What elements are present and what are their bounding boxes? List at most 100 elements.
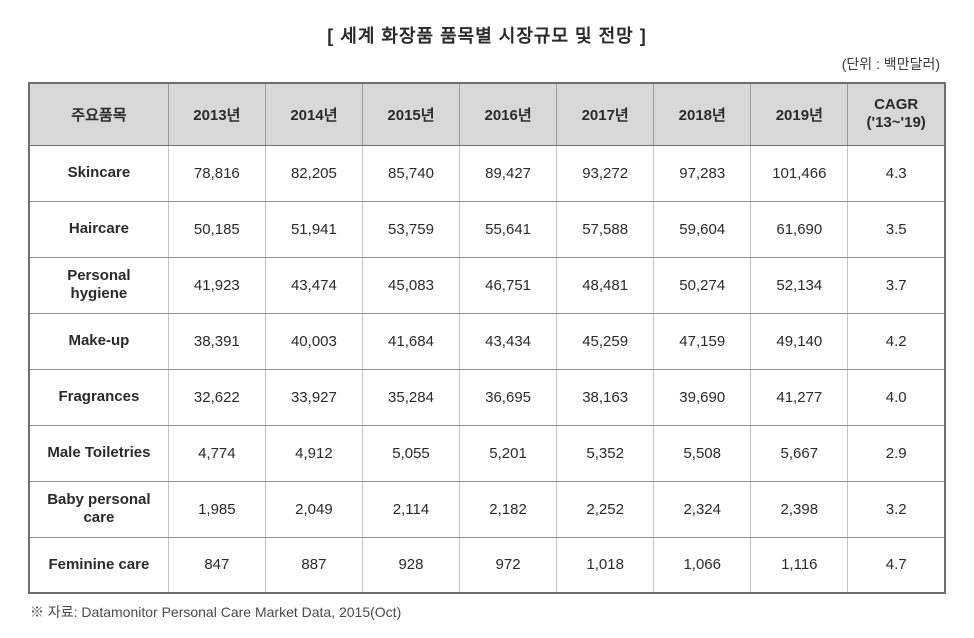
row-label-cell: Skincare xyxy=(29,145,168,201)
row-label-cell: Baby personalcare xyxy=(29,481,168,537)
data-cell: 5,508 xyxy=(654,425,751,481)
col-item: 주요품목 xyxy=(29,83,168,145)
table-row: Haircare50,18551,94153,75955,64157,58859… xyxy=(29,201,945,257)
cell-value: 4,912 xyxy=(295,445,333,462)
data-cell: 33,927 xyxy=(265,369,362,425)
col-2015-label: 2015년 xyxy=(387,107,434,124)
cell-value: 43,434 xyxy=(485,333,531,350)
data-cell: 97,283 xyxy=(654,145,751,201)
col-2013-label: 2013년 xyxy=(193,107,240,124)
data-cell: 41,277 xyxy=(751,369,848,425)
cell-value: 55,641 xyxy=(485,221,531,238)
cell-value: 39,690 xyxy=(679,389,725,406)
cell-value: 2,049 xyxy=(295,501,333,518)
data-cell: 41,684 xyxy=(362,313,459,369)
col-item-label: 주요품목 xyxy=(71,107,126,124)
row-label-cell: Male Toiletries xyxy=(29,425,168,481)
data-cell: 41,923 xyxy=(168,257,265,313)
data-cell: 36,695 xyxy=(460,369,557,425)
cell-value: 50,274 xyxy=(679,277,725,294)
cell-value: 1,018 xyxy=(586,556,624,573)
row-label: Personalhygiene xyxy=(67,267,130,302)
data-cell: 50,185 xyxy=(168,201,265,257)
cell-value: 36,695 xyxy=(485,389,531,406)
cell-value: 5,055 xyxy=(392,445,430,462)
row-label-cell: Fragrances xyxy=(29,369,168,425)
data-cell: 57,588 xyxy=(557,201,654,257)
cell-value: 38,391 xyxy=(194,333,240,350)
data-cell: 5,201 xyxy=(460,425,557,481)
cell-value: 45,259 xyxy=(582,333,628,350)
col-2017: 2017년 xyxy=(557,83,654,145)
data-cell: 59,604 xyxy=(654,201,751,257)
cell-value: 41,923 xyxy=(194,277,240,294)
cell-value: 1,985 xyxy=(198,501,236,518)
col-2016: 2016년 xyxy=(460,83,557,145)
cell-value: 41,277 xyxy=(776,389,822,406)
table-row: Personalhygiene41,92343,47445,08346,7514… xyxy=(29,257,945,313)
data-cell: 1,018 xyxy=(557,537,654,593)
data-cell: 928 xyxy=(362,537,459,593)
cell-value: 3.7 xyxy=(886,277,907,294)
col-2019-label: 2019년 xyxy=(776,107,823,124)
cell-value: 2,182 xyxy=(489,501,527,518)
data-cell: 5,352 xyxy=(557,425,654,481)
data-cell: 32,622 xyxy=(168,369,265,425)
cell-value: 40,003 xyxy=(291,333,337,350)
row-label: Fragrances xyxy=(58,388,139,405)
cell-value: 48,481 xyxy=(582,277,628,294)
cell-value: 4.2 xyxy=(886,333,907,350)
data-cell: 48,481 xyxy=(557,257,654,313)
row-label: Baby personalcare xyxy=(47,491,150,526)
data-cell: 93,272 xyxy=(557,145,654,201)
row-label-cell: Feminine care xyxy=(29,537,168,593)
cell-value: 101,466 xyxy=(772,165,826,182)
data-cell: 4.0 xyxy=(848,369,945,425)
data-cell: 4,774 xyxy=(168,425,265,481)
data-cell: 4.2 xyxy=(848,313,945,369)
page-title: [ 세계 화장품 품목별 시장규모 및 전망 ] xyxy=(28,22,946,48)
cell-value: 3.2 xyxy=(886,501,907,518)
data-cell: 972 xyxy=(460,537,557,593)
data-cell: 3.2 xyxy=(848,481,945,537)
data-cell: 5,055 xyxy=(362,425,459,481)
cell-value: 93,272 xyxy=(582,165,628,182)
data-cell: 2,182 xyxy=(460,481,557,537)
cell-value: 847 xyxy=(204,556,229,573)
cell-value: 85,740 xyxy=(388,165,434,182)
cell-value: 887 xyxy=(301,556,326,573)
data-cell: 82,205 xyxy=(265,145,362,201)
table-row: Skincare78,81682,20585,74089,42793,27297… xyxy=(29,145,945,201)
data-cell: 52,134 xyxy=(751,257,848,313)
data-cell: 101,466 xyxy=(751,145,848,201)
col-2018: 2018년 xyxy=(654,83,751,145)
cell-value: 59,604 xyxy=(679,221,725,238)
data-cell: 45,259 xyxy=(557,313,654,369)
col-2017-label: 2017년 xyxy=(582,107,629,124)
data-cell: 38,391 xyxy=(168,313,265,369)
cell-value: 928 xyxy=(398,556,423,573)
source-note: ※ 자료: Datamonitor Personal Care Market D… xyxy=(30,602,944,622)
cell-value: 46,751 xyxy=(485,277,531,294)
col-2013: 2013년 xyxy=(168,83,265,145)
data-cell: 47,159 xyxy=(654,313,751,369)
cell-value: 2,114 xyxy=(393,501,429,518)
data-cell: 4.3 xyxy=(848,145,945,201)
data-cell: 1,116 xyxy=(751,537,848,593)
col-2014-label: 2014년 xyxy=(290,107,337,124)
cell-value: 53,759 xyxy=(388,221,434,238)
cell-value: 3.5 xyxy=(886,221,907,238)
col-2018-label: 2018년 xyxy=(679,107,726,124)
cell-value: 5,508 xyxy=(683,445,721,462)
cell-value: 32,622 xyxy=(194,389,240,406)
col-2014: 2014년 xyxy=(265,83,362,145)
cell-value: 2,252 xyxy=(586,501,624,518)
document-page: [ 세계 화장품 품목별 시장규모 및 전망 ] (단위 : 백만달러) 주요품… xyxy=(0,0,974,632)
cell-value: 97,283 xyxy=(679,165,725,182)
data-cell: 2,049 xyxy=(265,481,362,537)
cell-value: 61,690 xyxy=(776,221,822,238)
row-label-cell: Haircare xyxy=(29,201,168,257)
table-head-row: 주요품목 2013년 2014년 2015년 2016년 2017년 2018년… xyxy=(29,83,945,145)
col-cagr-label: CAGR('13~'19) xyxy=(867,96,926,132)
data-cell: 49,140 xyxy=(751,313,848,369)
